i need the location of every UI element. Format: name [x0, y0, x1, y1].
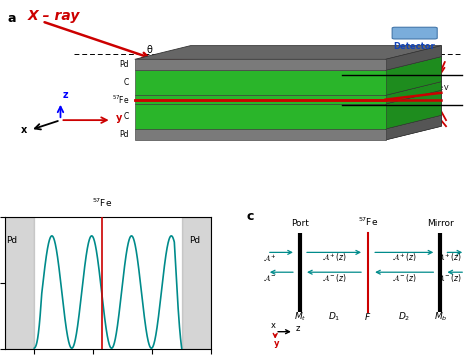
Polygon shape [386, 57, 441, 95]
Text: $\Gamma_0$=4.7 neV: $\Gamma_0$=4.7 neV [404, 92, 444, 102]
Text: y: y [273, 339, 279, 347]
Text: $^{57}$Fe: $^{57}$Fe [92, 197, 112, 209]
Text: $^{57}$Fe: $^{57}$Fe [112, 93, 129, 106]
Polygon shape [135, 104, 386, 129]
Text: Port: Port [291, 219, 309, 228]
Text: Pd: Pd [7, 236, 18, 245]
Text: $\omega_0$=14.4 keV: $\omega_0$=14.4 keV [404, 84, 450, 94]
Text: $M_b$: $M_b$ [434, 311, 447, 323]
Text: x: x [21, 125, 27, 135]
Text: $\mathcal{A}^+(z)$: $\mathcal{A}^+(z)$ [438, 251, 462, 264]
Text: $\mathcal{A}^+(z)$: $\mathcal{A}^+(z)$ [322, 251, 346, 264]
Polygon shape [135, 95, 386, 104]
Polygon shape [386, 82, 441, 104]
Text: Pd: Pd [120, 130, 129, 139]
Text: $D_1$: $D_1$ [328, 311, 340, 323]
Polygon shape [135, 59, 386, 70]
Text: Mirror: Mirror [427, 219, 454, 228]
Text: $I_e$=3/2: $I_e$=3/2 [312, 61, 338, 73]
Polygon shape [386, 46, 441, 70]
Polygon shape [386, 46, 441, 140]
Text: a: a [7, 12, 16, 25]
Text: $\mathcal{A}^-(z)$: $\mathcal{A}^-(z)$ [438, 272, 462, 284]
Text: X – ray: X – ray [28, 9, 80, 23]
Text: $F$: $F$ [365, 311, 372, 322]
Text: x: x [271, 321, 276, 330]
Text: y: y [116, 113, 123, 123]
Text: $M_t$: $M_t$ [294, 311, 306, 323]
Text: $I_g$=1/2: $I_g$=1/2 [312, 106, 338, 119]
Text: Pd: Pd [120, 60, 129, 69]
Text: z: z [63, 90, 68, 100]
Polygon shape [135, 129, 386, 140]
Text: $D_2$: $D_2$ [398, 311, 410, 323]
Polygon shape [386, 115, 441, 140]
Text: C: C [124, 112, 129, 121]
Polygon shape [135, 70, 386, 95]
Polygon shape [386, 90, 441, 129]
FancyBboxPatch shape [392, 27, 437, 39]
Text: $\mathcal{A}^-(z)$: $\mathcal{A}^-(z)$ [322, 272, 346, 284]
Text: Pd: Pd [190, 236, 201, 245]
Text: M1: M1 [395, 81, 406, 90]
Text: $^{57}$Fe: $^{57}$Fe [358, 215, 378, 228]
Bar [5, 217, 34, 349]
Text: $\mathcal{A}^+(z)$: $\mathcal{A}^+(z)$ [392, 251, 417, 264]
Text: $\mathcal{A}^-(z)$: $\mathcal{A}^-(z)$ [392, 272, 417, 284]
Text: θ: θ [146, 45, 152, 55]
Text: $\mathcal{A}^-$: $\mathcal{A}^-$ [263, 274, 276, 283]
Polygon shape [135, 46, 441, 59]
Text: C: C [124, 78, 129, 87]
Bar [182, 217, 211, 349]
Text: z: z [296, 324, 300, 333]
Text: c: c [246, 210, 254, 223]
Text: $\mathcal{A}^+$: $\mathcal{A}^+$ [263, 252, 276, 263]
Text: Detector: Detector [393, 42, 435, 51]
